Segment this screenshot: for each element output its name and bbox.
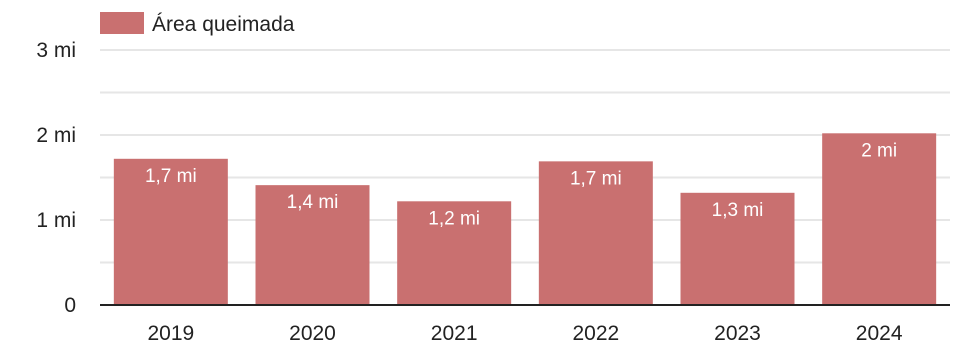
bar-value-label: 1,2 mi — [428, 208, 480, 229]
bar-value-label: 1,7 mi — [145, 166, 197, 187]
y-tick-label: 2 mi — [36, 124, 76, 147]
legend-label: Área queimada — [152, 13, 295, 36]
bar — [538, 161, 653, 305]
bar — [397, 201, 512, 305]
bar — [113, 158, 228, 305]
x-tick-label: 2020 — [289, 322, 336, 344]
bar-value-label: 2 mi — [861, 140, 897, 161]
legend-swatch — [100, 12, 144, 34]
bar — [255, 185, 370, 305]
bar-value-label: 1,7 mi — [570, 168, 622, 189]
bar — [680, 192, 795, 305]
bar — [822, 133, 937, 305]
y-tick-label: 0 — [64, 294, 76, 317]
bars: 1,7 mi 1,4 mi 1,2 mi 1,7 mi 1,3 mi 2 mi — [113, 133, 937, 305]
x-tick-label: 2024 — [856, 322, 903, 344]
legend: Área queimada — [100, 12, 295, 36]
bar-value-label: 1,3 mi — [712, 200, 764, 221]
y-axis-ticks: 0 1 mi 2 mi 3 mi — [36, 39, 76, 317]
gridlines — [100, 49, 950, 264]
x-tick-label: 2019 — [147, 322, 194, 344]
y-tick-label: 3 mi — [36, 39, 76, 62]
x-tick-label: 2021 — [431, 322, 478, 344]
x-tick-label: 2022 — [572, 322, 619, 344]
y-tick-label: 1 mi — [36, 209, 76, 232]
x-axis-ticks: 2019 2020 2021 2022 2023 2024 — [147, 322, 902, 344]
bar-value-label: 1,4 mi — [287, 192, 339, 213]
x-tick-label: 2023 — [714, 322, 761, 344]
